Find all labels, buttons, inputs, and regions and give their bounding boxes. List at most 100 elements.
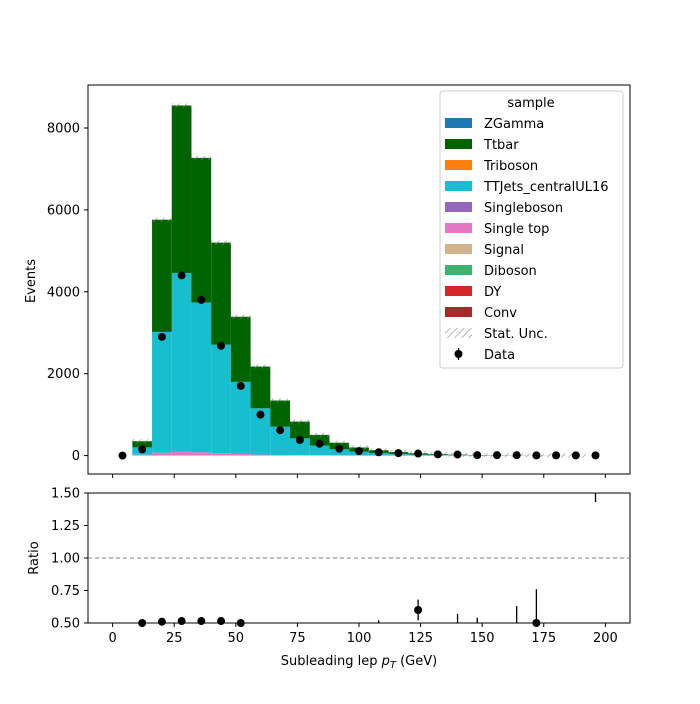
ratio-point-6 — [414, 606, 422, 614]
y-tick-label-top-8000: 8000 — [47, 121, 80, 136]
y-tick-label-top-2000: 2000 — [47, 367, 80, 382]
legend-label-zgamma: ZGamma — [484, 117, 544, 132]
stat-unc-bin-7 — [251, 365, 271, 369]
stat-unc-bin-11 — [329, 441, 349, 445]
legend-label-data: Data — [484, 348, 515, 363]
bar-ttbar-bin-2 — [152, 220, 172, 332]
data-point-24 — [592, 451, 600, 459]
data-point-16 — [434, 450, 442, 458]
ratio-point-1 — [158, 618, 166, 626]
legend-swatch-dy — [445, 286, 472, 296]
legend-swatch-ttjets-centralul16 — [445, 181, 472, 191]
y-axis-bottom: 0.50 0.75 1.00 1.25 1.50 — [51, 487, 88, 632]
bar-ttjets-centralul16-bin-2 — [152, 332, 172, 453]
stat-unc-bin-1 — [132, 439, 152, 443]
stat-unc-bin-2 — [152, 218, 172, 222]
stat-unc-bin-4 — [191, 156, 211, 160]
legend: sample ZGammaTtbarTribosonTTJets_central… — [440, 91, 623, 368]
x-tick-label-100: 100 — [347, 631, 372, 646]
data-point-9 — [296, 436, 304, 444]
ratio-point-3 — [197, 617, 205, 625]
data-point-13 — [375, 448, 383, 456]
stat-unc-bin-6 — [231, 315, 251, 319]
y-tick-label-top-6000: 6000 — [47, 203, 80, 218]
main-panel: 0 2000 4000 6000 8000 Events sample ZGamma Tt… — [24, 85, 630, 478]
legend-data-marker — [455, 350, 463, 358]
legend-label-singleboson: Singleboson — [484, 201, 563, 216]
legend-swatch-conv — [445, 307, 472, 317]
data-point-18 — [473, 451, 481, 459]
bar-single-top-bin-7 — [251, 455, 271, 456]
legend-label-ttbar: Ttbar — [483, 138, 519, 153]
y-tick-label-bottom-0: 0.50 — [51, 617, 80, 632]
bar-single-top-bin-8 — [270, 455, 290, 456]
bar-ttbar-bin-8 — [270, 400, 290, 426]
bar-single-top-bin-2 — [152, 453, 172, 456]
stat-unc-bin-10 — [310, 433, 330, 437]
stat-unc-bin-3 — [172, 103, 192, 107]
data-point-15 — [414, 450, 422, 458]
legend-label-ttjets-centralul16: TTJets_centralUL16 — [483, 180, 609, 195]
legend-swatch-signal — [445, 244, 472, 254]
y-tick-label-bottom-3: 1.25 — [51, 519, 80, 534]
bar-ttbar-bin-3 — [172, 105, 192, 272]
bar-ttjets-centralul16-bin-3 — [172, 273, 192, 452]
x-axis-label: Subleading lep pT (GeV) — [281, 654, 437, 671]
legend-swatch-singleboson — [445, 202, 472, 212]
bar-single-top-bin-6 — [231, 454, 251, 456]
bar-ttjets-centralul16-bin-6 — [231, 382, 251, 454]
legend-swatch-diboson — [445, 265, 472, 275]
data-point-6 — [237, 382, 245, 390]
data-point-11 — [335, 445, 343, 453]
y-tick-label-top-0: 0 — [72, 449, 80, 464]
data-point-0 — [118, 452, 126, 460]
data-point-4 — [197, 296, 205, 304]
bar-ttjets-centralul16-bin-4 — [191, 302, 211, 452]
x-tick-label-50: 50 — [228, 631, 245, 646]
legend-label-single-top: Single top — [484, 222, 549, 237]
ratio-point-4 — [217, 617, 225, 625]
bar-ttbar-bin-9 — [290, 422, 310, 439]
data-point-5 — [217, 342, 225, 350]
ratio-plot-frame — [88, 493, 630, 623]
bar-single-top-bin-5 — [211, 453, 231, 455]
bar-ttjets-centralul16-bin-5 — [211, 345, 231, 454]
bar-ttbar-bin-5 — [211, 243, 231, 345]
data-point-20 — [513, 451, 521, 459]
data-point-1 — [138, 445, 146, 453]
y-axis-label-bottom: Ratio — [27, 541, 42, 574]
data-point-12 — [355, 447, 363, 455]
ratio-point-5 — [237, 619, 245, 627]
legend-swatch-stat-unc — [445, 328, 472, 338]
legend-label-conv: Conv — [484, 306, 517, 321]
x-tick-label-125: 125 — [408, 631, 433, 646]
data-point-21 — [532, 451, 540, 459]
y-tick-label-top-4000: 4000 — [47, 285, 80, 300]
bar-single-top-bin-1 — [132, 455, 152, 456]
x-tick-label-150: 150 — [470, 631, 495, 646]
data-point-8 — [276, 426, 284, 434]
x-tick-label-200: 200 — [593, 631, 618, 646]
y-tick-label-bottom-4: 1.50 — [51, 487, 80, 502]
data-point-14 — [394, 449, 402, 457]
data-point-2 — [158, 333, 166, 341]
legend-title: sample — [507, 96, 554, 111]
legend-label-diboson: Diboson — [484, 264, 537, 279]
y-tick-label-bottom-1: 0.75 — [51, 584, 80, 599]
legend-swatch-ttbar — [445, 139, 472, 149]
legend-swatch-triboson — [445, 160, 472, 170]
data-point-10 — [316, 440, 324, 448]
stat-unc-bin-5 — [211, 241, 231, 245]
legend-swatch-zgamma — [445, 118, 472, 128]
ratio-point-7 — [532, 619, 540, 627]
y-tick-label-bottom-2: 1.00 — [51, 552, 80, 567]
y-axis-label-top: Events — [24, 259, 39, 303]
x-tick-label-0: 0 — [108, 631, 116, 646]
x-tick-label-25: 25 — [166, 631, 183, 646]
stat-unc-bin-8 — [270, 398, 290, 402]
data-point-17 — [454, 451, 462, 459]
data-point-3 — [178, 271, 186, 279]
